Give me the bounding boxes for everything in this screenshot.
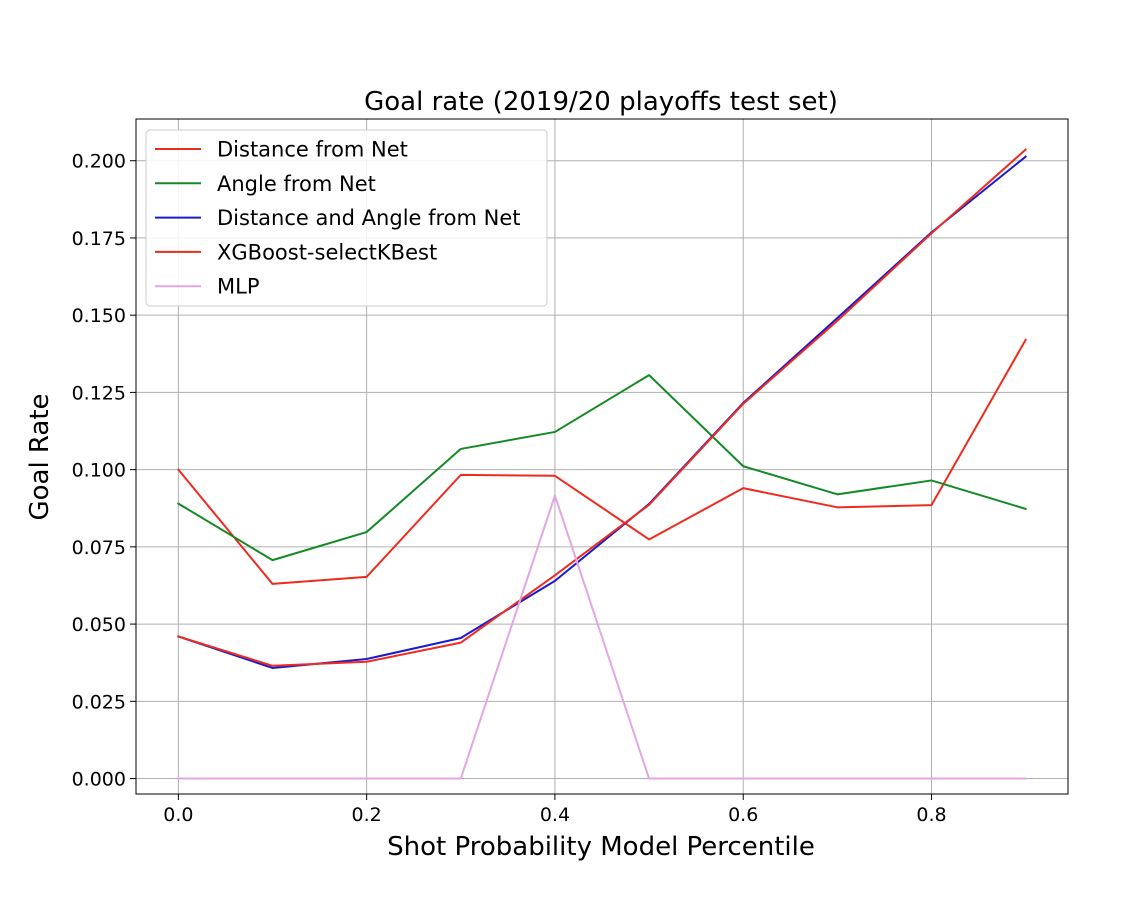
x-tick-label: 0.8 — [916, 804, 946, 826]
legend-label-4: XGBoost-selectKBest — [217, 240, 437, 264]
legend-label-5: MLP — [217, 275, 259, 299]
y-tick-label: 0.025 — [72, 691, 126, 713]
legend-label-2: Angle from Net — [217, 172, 376, 196]
y-tick-label: 0.125 — [72, 382, 126, 404]
series-line-2 — [176, 374, 1027, 562]
series-line-5 — [177, 494, 1027, 780]
y-tick-label: 0.100 — [72, 460, 126, 482]
legend: Distance from Net Angle from Net Distance … — [145, 129, 548, 307]
y-tick-label: 0.200 — [72, 151, 126, 173]
legend-label-3: Distance and Angle from Net — [217, 206, 521, 230]
grid — [136, 119, 1068, 794]
series-line-4 — [177, 148, 1028, 667]
series-line-1 — [176, 338, 1028, 585]
legend-label-1: Distance from Net — [217, 138, 408, 162]
y-tick-label: 0.175 — [72, 228, 126, 250]
x-tick-label: 0.4 — [540, 804, 570, 826]
axis-ticks: 0.0 0.2 0.4 0.6 0.8 0.000 0.025 0.050 0.075 0.100… — [72, 151, 947, 826]
x-tick-label: 0.6 — [728, 804, 758, 826]
chart-title: Goal rate (2019/20 playoffs test set) — [364, 87, 838, 117]
x-axis-label: Shot Probability Model Percentile — [387, 832, 815, 862]
y-tick-label: 0.000 — [72, 769, 126, 791]
y-tick-label: 0.075 — [72, 537, 126, 559]
y-tick-label: 0.050 — [72, 614, 126, 636]
plot-frame — [135, 118, 1069, 795]
legend-box — [145, 129, 548, 307]
x-tick-label: 0.2 — [352, 804, 382, 826]
y-tick-label: 0.150 — [72, 305, 126, 327]
x-tick-label: 0.0 — [163, 804, 193, 826]
y-axis-label: Goal Rate — [25, 393, 55, 520]
series-lines — [176, 148, 1028, 780]
